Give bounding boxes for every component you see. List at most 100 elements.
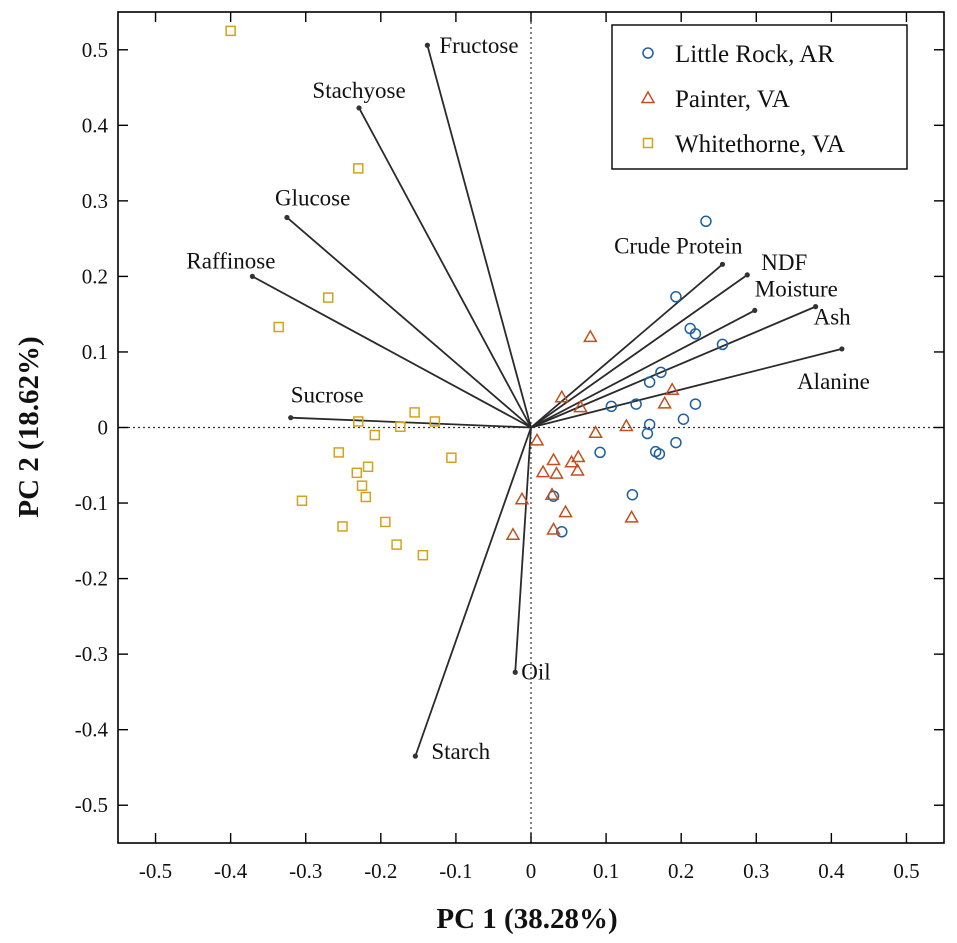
legend: Little Rock, AR Painter, VA Whitethorne, V… (611, 24, 908, 170)
loading-endpoint-oil (512, 669, 518, 675)
loading-vector-raffinose (251, 275, 532, 429)
point-painter-va (546, 452, 561, 466)
loading-endpoint-glucose (284, 214, 290, 221)
x-axis-title: PC 1 (38.28%) (436, 903, 617, 935)
point-little-rock-ar (641, 427, 654, 440)
axis-ticks (118, 12, 944, 843)
loading-label-glucose: Glucose (275, 185, 350, 210)
point-painter-va (571, 449, 586, 463)
point-whitethorne-va (369, 429, 381, 441)
point-whitethorne-va (380, 516, 391, 528)
point-little-rock-ar (653, 448, 666, 460)
point-whitethorne-va (391, 539, 402, 550)
loading-label-raffinose: Raffinose (186, 248, 275, 273)
legend-label-little-rock-ar: Little Rock, AR (675, 41, 834, 68)
point-little-rock-ar (626, 488, 639, 501)
point-little-rock-ar (670, 436, 682, 449)
loading-label-ndf: NDF (761, 250, 807, 275)
loading-vector-ash (530, 305, 816, 429)
point-painter-va (570, 463, 585, 476)
point-painter-va (514, 491, 530, 505)
y-tick-label: 0.2 (82, 264, 108, 288)
loading-endpoint-ndf (744, 272, 750, 278)
point-painter-va (588, 425, 603, 439)
point-whitethorne-va (353, 163, 364, 174)
point-painter-va (529, 432, 545, 446)
loading-label-sucrose: Sucrose (291, 383, 364, 408)
loading-label-alanine: Alanine (797, 369, 870, 394)
point-whitethorne-va (446, 452, 457, 463)
point-whitethorne-va (362, 461, 374, 473)
loading-label-fructose: Fructose (439, 33, 518, 58)
loading-vector-moisture (530, 309, 756, 429)
point-whitethorne-va (429, 416, 441, 427)
point-painter-va (583, 329, 598, 343)
loading-label-ash: Ash (814, 305, 852, 330)
loading-endpoint-moisture (752, 307, 758, 314)
point-whitethorne-va (360, 491, 372, 503)
point-painter-va (554, 389, 570, 403)
loading-label-starch: Starch (431, 739, 490, 764)
x-tick-label: 0.5 (893, 859, 919, 883)
legend-box (611, 24, 908, 170)
loading-endpoint-ash (812, 304, 819, 310)
loading-endpoint-crude-protein (719, 261, 726, 267)
point-little-rock-ar (556, 526, 568, 538)
point-whitethorne-va (333, 447, 345, 458)
loading-endpoint-starch (412, 753, 418, 759)
point-painter-va (564, 454, 579, 468)
point-whitethorne-va (323, 292, 334, 303)
axis-tick-labels: -0.5 -0.4 -0.3 -0.2 -0.1 0 0.1 0.2 0.3 0.4 0.5 -0.5… (75, 38, 920, 883)
point-painter-va (549, 466, 564, 479)
legend-label-whitethorne-va: Whitethorne, VA (675, 131, 845, 158)
x-tick-label: -0.4 (214, 859, 248, 883)
y-tick-label: -0.4 (75, 718, 109, 742)
loading-endpoint-alanine (839, 346, 845, 352)
x-tick-label: 0.4 (818, 859, 845, 883)
point-painter-va (558, 504, 573, 518)
point-whitethorne-va (356, 480, 368, 491)
x-tick-label: -0.2 (364, 859, 397, 883)
y-axis-title: PC 2 (18.62%) (13, 336, 45, 517)
point-little-rock-ar (677, 413, 690, 425)
x-tick-label: 0.1 (593, 859, 619, 883)
legend-label-painter-va: Painter, VA (675, 86, 790, 113)
y-tick-label: 0.1 (82, 340, 108, 364)
x-tick-label: 0.2 (668, 859, 694, 883)
point-whitethorne-va (417, 549, 429, 561)
loading-label-oil: Oil (521, 659, 550, 684)
point-whitethorne-va (353, 416, 364, 427)
y-tick-label: 0 (98, 416, 109, 440)
point-whitethorne-va (409, 407, 420, 418)
loading-endpoint-fructose (424, 42, 430, 48)
loading-label-crude-protein: Crude Protein (614, 233, 743, 258)
point-little-rock-ar (643, 376, 656, 388)
loading-vector-stachyose (358, 107, 532, 428)
y-tick-label: -0.2 (75, 567, 108, 591)
loading-vector-crude-protein (530, 263, 724, 429)
point-little-rock-ar (689, 398, 702, 410)
loading-vector-ndf (530, 274, 748, 429)
legend-marker-little-rock-ar (642, 47, 654, 59)
loading-vector-alanine (530, 348, 843, 429)
y-tick-label: -0.1 (75, 491, 108, 515)
loading-vector-starch (414, 427, 532, 757)
loading-label-stachyose: Stachyose (312, 78, 405, 103)
point-little-rock-ar (700, 215, 712, 228)
loading-endpoint-raffinose (249, 273, 256, 280)
loading-endpoint-stachyose (356, 105, 362, 111)
point-painter-va (544, 487, 560, 500)
loading-labels: Fructose Stachyose Glucose Raffinose Sucrose… (186, 33, 869, 764)
x-tick-label: -0.5 (139, 859, 172, 883)
legend-marker-painter-va (640, 90, 656, 104)
loading-endpoint-sucrose (288, 415, 294, 421)
point-painter-va (657, 395, 672, 409)
loading-vector-glucose (286, 216, 532, 429)
x-tick-label: -0.3 (289, 859, 322, 883)
point-whitethorne-va (225, 25, 236, 37)
point-little-rock-ar (630, 398, 642, 410)
y-tick-label: 0.4 (82, 113, 109, 137)
point-painter-va (573, 399, 588, 413)
x-tick-label: -0.1 (439, 859, 472, 883)
